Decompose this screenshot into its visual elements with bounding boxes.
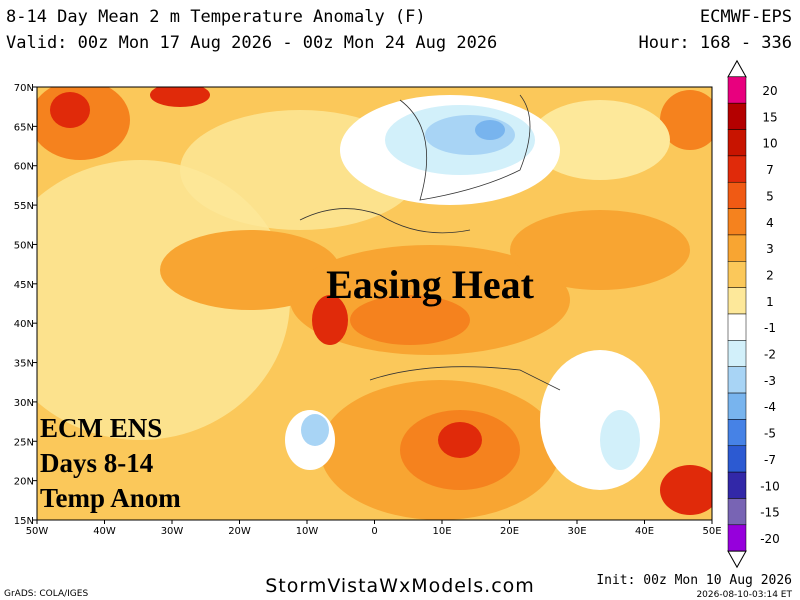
colorbar-cap: [727, 550, 747, 569]
lat-label: 15N: [14, 516, 34, 527]
colorbar-box: [727, 208, 747, 236]
lat-label: 30N: [14, 398, 34, 409]
colorbar-label: 7: [766, 163, 774, 177]
colorbar-box: [727, 155, 747, 183]
lon-label: 50E: [702, 526, 721, 537]
colorbar-box: [727, 498, 747, 526]
hour: Hour: 168 - 336: [638, 33, 792, 53]
colorbar-label: 1: [766, 295, 774, 309]
colorbar-label: -4: [764, 400, 776, 414]
colorbar-box: [727, 524, 747, 552]
caption: ECM ENS: [40, 413, 162, 443]
colorbar-label: -10: [760, 479, 780, 493]
headline: Easing Heat: [326, 262, 534, 307]
map-field: [37, 87, 712, 520]
colorbar-label: -7: [764, 453, 776, 467]
colorbar-label: 15: [762, 110, 777, 124]
colorbar-label: 10: [762, 137, 777, 151]
lon-label: 40E: [635, 526, 654, 537]
lat-label: 45N: [14, 280, 34, 291]
colorbar-box: [727, 76, 747, 104]
timestamp: 2026-08-10-03:14 ET: [696, 590, 792, 600]
model: ECMWF-EPS: [700, 7, 792, 27]
colorbar-box: [727, 313, 747, 341]
colorbar-label: -3: [764, 374, 776, 388]
grads-credit: GrADS: COLA/IGES: [4, 589, 88, 599]
lon-label: 50W: [26, 526, 49, 537]
init: Init: 00z Mon 10 Aug 2026: [596, 573, 792, 588]
lon-label: 0: [371, 526, 377, 537]
lat-label: 40N: [14, 319, 34, 330]
lat-label: 35N: [14, 359, 34, 370]
lat-label: 65N: [14, 122, 34, 133]
site: StormVistaWxModels.com: [265, 575, 535, 597]
valid: Valid: 00z Mon 17 Aug 2026 - 00z Mon 24 …: [6, 33, 497, 53]
lon-label: 30E: [567, 526, 586, 537]
colorbar-box: [727, 340, 747, 367]
lat-label: 20N: [14, 477, 34, 488]
lat-label: 55N: [14, 201, 34, 212]
colorbar-box: [727, 129, 747, 157]
colorbar-label: -5: [764, 427, 776, 441]
caption: Days 8-14: [40, 448, 153, 478]
colorbar-label: -20: [760, 532, 780, 546]
colorbar-box: [727, 287, 747, 315]
lon-label: 30W: [161, 526, 184, 537]
colorbar-box: [727, 234, 747, 262]
lon-label: 40W: [93, 526, 116, 537]
lon-label: 10E: [432, 526, 451, 537]
lon-label: 20W: [228, 526, 251, 537]
title: 8-14 Day Mean 2 m Temperature Anomaly (F…: [6, 7, 426, 27]
lat-label: 60N: [14, 162, 34, 173]
colorbar-label: -2: [764, 348, 776, 362]
colorbar-box: [727, 366, 747, 394]
lat-label: 50N: [14, 240, 34, 251]
colorbar-box: [727, 102, 747, 130]
colorbar-box: [727, 181, 747, 209]
colorbar-label: -15: [760, 506, 780, 520]
lat-label: 70N: [14, 83, 34, 94]
colorbar-box: [727, 471, 747, 499]
caption: Temp Anom: [40, 483, 181, 513]
colorbar-label: 5: [766, 189, 774, 203]
colorbar-label: 20: [762, 84, 777, 98]
lat-label: 25N: [14, 437, 34, 448]
colorbar-cap: [727, 59, 747, 78]
lon-label: 10W: [296, 526, 319, 537]
colorbar-label: 4: [766, 216, 774, 230]
colorbar-box: [727, 392, 747, 420]
colorbar-box: [727, 445, 747, 473]
colorbar-box: [727, 261, 747, 288]
lon-label: 20E: [500, 526, 519, 537]
colorbar-box: [727, 419, 747, 447]
colorbar-label: -1: [764, 321, 776, 335]
colorbar-label: 2: [766, 268, 774, 282]
colorbar-label: 3: [766, 242, 774, 256]
